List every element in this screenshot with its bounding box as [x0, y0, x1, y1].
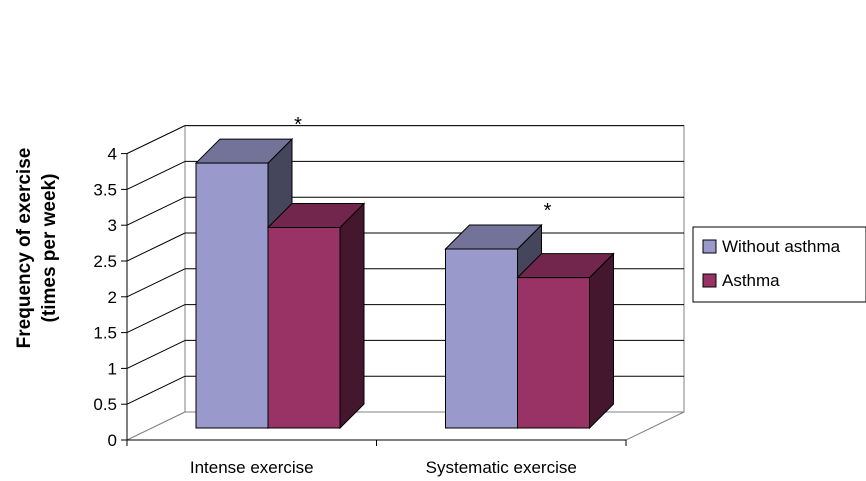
- y-tick-label: 1.5: [93, 324, 117, 343]
- bar-front: [195, 162, 269, 429]
- gridline-side: [126, 160, 186, 190]
- gridline-side: [126, 375, 186, 405]
- bar-front: [445, 248, 518, 429]
- y-axis-label: Frequency of exercise (times per week): [14, 148, 60, 349]
- annotations: **: [294, 114, 552, 222]
- y-tick-label: 3: [108, 216, 117, 235]
- legend: Without asthma Asthma: [692, 226, 866, 303]
- y-tick-label: 2.5: [93, 252, 117, 271]
- legend-label: Without asthma: [722, 237, 841, 256]
- legend-swatch: [702, 273, 717, 288]
- bar-side: [589, 252, 614, 430]
- gridline-side: [126, 304, 186, 334]
- legend-label: Asthma: [722, 271, 780, 290]
- bars: [194, 137, 615, 430]
- y-axis-label-line1: Frequency of exercise: [14, 148, 35, 349]
- y-tick-label: 2: [108, 288, 117, 307]
- y-axis-label-line2: (times per week): [39, 174, 60, 323]
- bar-side: [339, 202, 365, 430]
- y-tick-labels: 0 0.5 1 1.5 2 2.5 3 3.5 4: [93, 145, 117, 450]
- x-tick-labels: Intense exercise Systematic exercise: [190, 458, 577, 477]
- significance-asterisk: *: [544, 200, 552, 222]
- x-tick-label: Intense exercise: [190, 458, 314, 477]
- y-tick-label: 0.5: [93, 395, 117, 414]
- bar: [516, 252, 615, 430]
- significance-asterisk: *: [294, 114, 302, 136]
- legend-box: [692, 226, 866, 303]
- gridline-side: [126, 125, 186, 155]
- y-tick-label: 0: [108, 431, 117, 450]
- x-tick-label: Systematic exercise: [426, 458, 577, 477]
- y-tick-label: 4: [108, 145, 117, 164]
- bar-front: [517, 277, 590, 429]
- y-tick-label: 3.5: [93, 180, 117, 199]
- axes: [121, 153, 627, 446]
- gridline-side: [126, 268, 186, 298]
- gridline-side: [126, 339, 186, 369]
- bar: [266, 202, 366, 430]
- bar-front: [267, 227, 341, 429]
- y-tick-label: 1: [108, 359, 117, 378]
- legend-swatch: [702, 239, 717, 254]
- gridline-side: [126, 196, 186, 226]
- gridline-side: [126, 232, 186, 262]
